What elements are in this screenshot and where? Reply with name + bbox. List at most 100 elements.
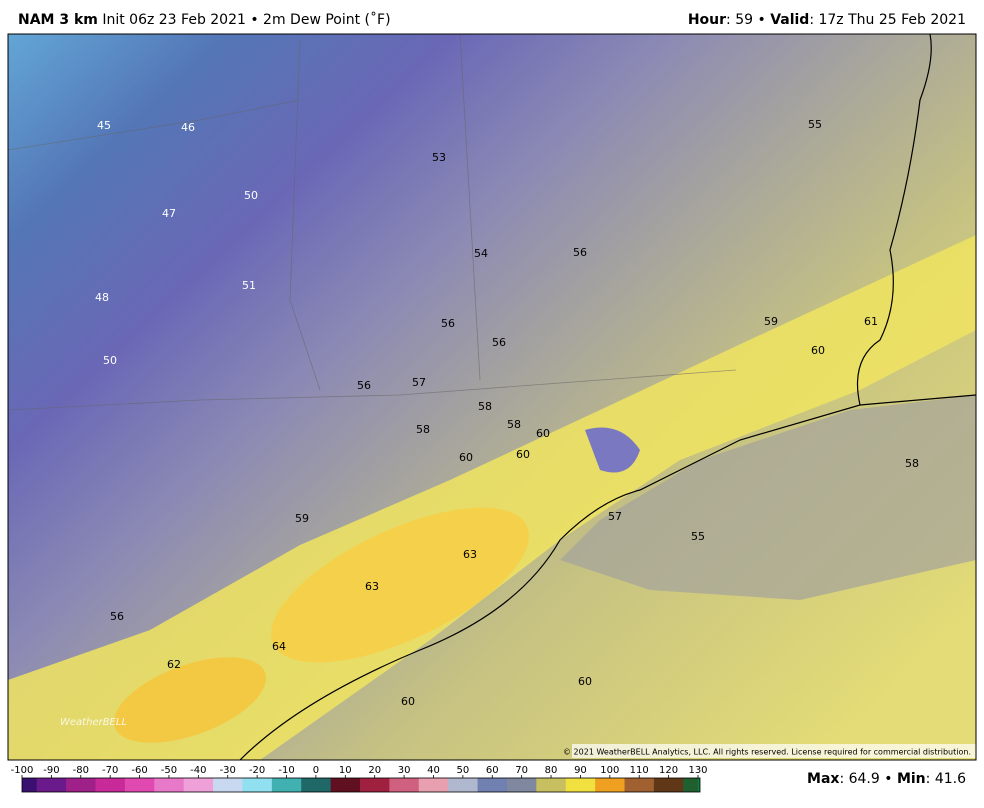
colorbar-tick-label: -60 [131, 765, 147, 776]
dew-point-label: 57 [608, 510, 622, 523]
colorbar-tick-label: 120 [659, 765, 678, 776]
colorbar-segment [448, 778, 464, 792]
colorbar-segment [330, 778, 346, 792]
colorbar: -100 -90 -80 -70 -60 -50 -40 -30 -20 -10 0 10 20 30 40… [11, 765, 708, 793]
colorbar-segment [345, 778, 361, 792]
colorbar-segment [551, 778, 567, 792]
dew-point-label: 56 [492, 336, 506, 349]
colorbar-segment [213, 778, 229, 792]
colorbar-segment [22, 778, 38, 792]
dew-point-label: 59 [764, 315, 778, 328]
colorbar-end [698, 778, 700, 792]
colorbar-segment [139, 778, 155, 792]
colorbar-segment [433, 778, 449, 792]
dew-point-label: 58 [905, 457, 919, 470]
dew-point-label: 45 [97, 119, 111, 132]
dew-point-label: 56 [573, 246, 587, 259]
dew-point-label: 60 [578, 675, 592, 688]
colorbar-tick-label: 80 [545, 765, 558, 776]
colorbar-segment [242, 778, 258, 792]
colorbar-tick-label: 50 [457, 765, 470, 776]
dew-point-label: 63 [365, 580, 379, 593]
gulf-dry-area [560, 395, 976, 600]
model-subtitle: Init 06z 23 Feb 2021 • 2m Dew Point (˚F) [102, 11, 390, 28]
dew-point-label: 59 [295, 512, 309, 525]
colorbar-segment [198, 778, 214, 792]
dew-point-label: 55 [808, 118, 822, 131]
dew-point-label: 60 [401, 695, 415, 708]
colorbar-segment [168, 778, 185, 792]
map-frame [7, 33, 977, 761]
dew-point-label: 53 [432, 151, 446, 164]
county-lines [8, 34, 737, 411]
valid-value: : 17z Thu 25 Feb 2021 [809, 12, 966, 28]
dew-point-label: 58 [507, 418, 521, 431]
colorbar-segment [492, 778, 508, 792]
colorbar-segment [110, 778, 126, 792]
colorbar-tick-label: -50 [161, 765, 177, 776]
colorbar-segment [639, 778, 655, 792]
colorbar-segment [462, 778, 479, 792]
warm-patch [113, 657, 267, 743]
hour-label: Hour [688, 12, 726, 28]
colorbar-tick-label: -20 [249, 765, 265, 776]
colorbar-segment [668, 778, 684, 792]
colorbar-tick-label: 100 [600, 765, 619, 776]
watermark: WeatherBELL [60, 717, 127, 728]
colorbar-segment [565, 778, 581, 792]
colorbar-tick-label: 0 [313, 765, 319, 776]
dew-point-label: 46 [181, 121, 195, 134]
colorbar-segment [124, 778, 141, 792]
colorbar-tick-label: 60 [486, 765, 499, 776]
colorbar-segment [51, 778, 67, 792]
colorbar-segment [36, 778, 52, 792]
dew-point-label: 56 [441, 317, 455, 330]
min-label: Min [897, 771, 926, 787]
colorbar-tick-label: 30 [398, 765, 411, 776]
header-valid: Hour: 59 • Valid: 17z Thu 25 Feb 2021 [688, 12, 966, 28]
footer-stats: Max: 64.9 • Min: 41.6 [807, 771, 966, 787]
map-labels: 45 46 53 55 50 47 54 56 48 51 59 61 56 56 60 50 56 57 58 58… [95, 118, 919, 708]
dew-point-label: 56 [110, 610, 124, 623]
dew-point-label: 58 [478, 400, 492, 413]
dew-point-label: 60 [459, 451, 473, 464]
colorbar-segment [227, 778, 243, 792]
colorbar-tick-label: 10 [339, 765, 352, 776]
river-border [856, 34, 932, 406]
colorbar-tick-label: -30 [220, 765, 236, 776]
colorbar-segment [653, 778, 670, 792]
colorbar-segment [521, 778, 537, 792]
colorbar-tick-label: 20 [368, 765, 381, 776]
coastline [239, 394, 976, 760]
dew-point-label: 47 [162, 207, 176, 220]
colorbar-segment [374, 778, 390, 792]
colorbar-segment [536, 778, 552, 792]
valid-label: Valid [770, 12, 809, 28]
colorbar-segment [183, 778, 199, 792]
dew-point-label: 55 [691, 530, 705, 543]
dew-point-label: 48 [95, 291, 109, 304]
dew-point-label: 51 [242, 279, 256, 292]
copyright-box [572, 744, 976, 758]
dew-point-label: 50 [244, 189, 258, 202]
colorbar-frame [21, 777, 701, 793]
colorbar-segment [418, 778, 434, 792]
colorbar-tick-label: -40 [190, 765, 206, 776]
dew-point-label: 63 [463, 548, 477, 561]
max-label: Max [807, 771, 839, 787]
colorbar-segment [404, 778, 420, 792]
dew-point-label: 62 [167, 658, 181, 671]
colorbar-tick-label: 40 [427, 765, 440, 776]
colorbar-segment [257, 778, 273, 792]
colorbar-segment [301, 778, 317, 792]
colorbar-segment [360, 778, 376, 792]
copyright: © 2021 WeatherBELL Analytics, LLC. All r… [563, 748, 971, 757]
colorbar-segment [609, 778, 626, 792]
bay-area [585, 427, 640, 473]
dew-point-label: 60 [536, 427, 550, 440]
colorbar-tick-label: 70 [515, 765, 528, 776]
dew-point-label: 56 [357, 379, 371, 392]
